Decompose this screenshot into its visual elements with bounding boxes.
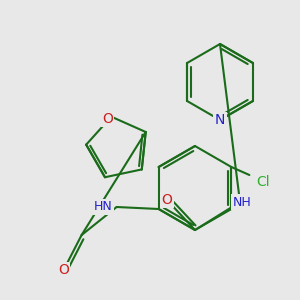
Text: NH: NH (232, 196, 251, 208)
Text: Cl: Cl (256, 175, 270, 189)
Text: O: O (162, 193, 172, 207)
Text: N: N (215, 113, 225, 127)
Text: HN: HN (94, 200, 112, 214)
Text: O: O (58, 263, 69, 277)
Text: O: O (102, 112, 113, 126)
